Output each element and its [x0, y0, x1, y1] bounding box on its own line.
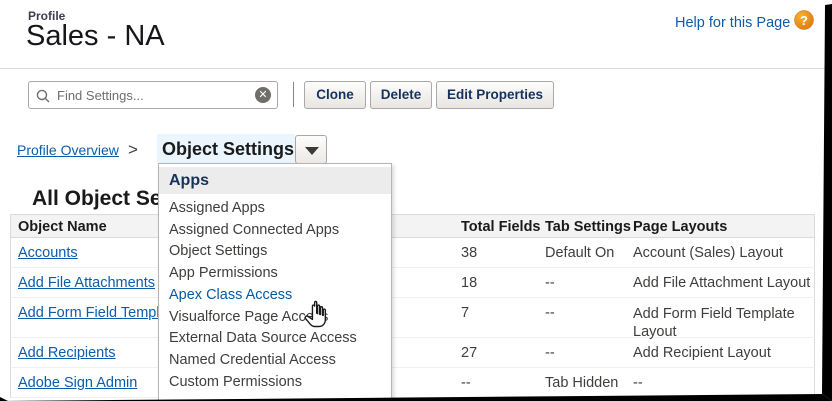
svg-text:?: ?	[800, 13, 808, 28]
